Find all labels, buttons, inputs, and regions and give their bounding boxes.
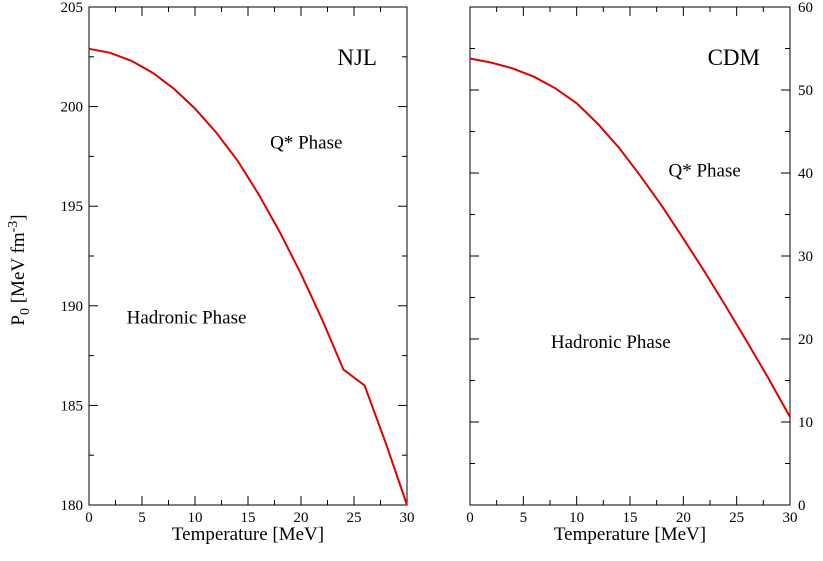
x-tick-label: 0 — [85, 510, 93, 526]
x-tick-label: 15 — [623, 510, 638, 526]
x-tick-label: 30 — [400, 510, 415, 526]
x-tick-label: 20 — [676, 510, 691, 526]
y-tick-label: 195 — [61, 199, 84, 215]
x-tick-label: 25 — [729, 510, 744, 526]
y-tick-label: 180 — [61, 498, 84, 514]
y-tick-label: 20 — [798, 332, 813, 348]
x-tick-label: 20 — [294, 510, 309, 526]
cdm-curve — [469, 57, 791, 418]
y-ticks: 0 10 20 30 40 50 60 — [470, 0, 813, 514]
y-tick-label: 50 — [798, 83, 813, 99]
y-tick-label: 0 — [798, 498, 806, 514]
x-tick-label: 10 — [188, 510, 203, 526]
x-ticks: 0 5 10 15 20 25 30 — [466, 7, 798, 526]
annotation-qstar-phase: Q* Phase — [669, 160, 741, 181]
x-tick-label: 5 — [138, 510, 146, 526]
panel-label-njl: NJL — [337, 45, 377, 70]
y-label-close: ] — [8, 214, 29, 220]
annotation-hadronic-phase: Hadronic Phase — [551, 332, 671, 353]
x-ticks: 0 5 10 15 20 25 30 — [85, 7, 415, 526]
y-tick-label: 30 — [798, 249, 813, 265]
x-tick-label: 25 — [347, 510, 362, 526]
y-tick-label: 200 — [61, 100, 84, 116]
y-tick-label: 10 — [798, 415, 813, 431]
y-axis-label: P0 [MeV fm-3] — [6, 214, 33, 325]
x-axis-label: Temperature [MeV] — [172, 524, 324, 545]
x-tick-label: 15 — [241, 510, 256, 526]
annotation-qstar-phase: Q* Phase — [270, 132, 342, 153]
y-label-unit: [MeV fm — [8, 232, 29, 308]
x-tick-label: 30 — [783, 510, 798, 526]
annotation-hadronic-phase: Hadronic Phase — [127, 308, 247, 329]
y-tick-label: 190 — [61, 299, 84, 315]
plot-frame — [88, 6, 408, 506]
njl-panel: 0 5 10 15 20 25 30 180 185 190 195 200 205 NJL Q* P… — [6, 0, 415, 545]
y-tick-label: 185 — [61, 398, 84, 414]
x-tick-label: 0 — [466, 510, 474, 526]
y-ticks: 180 185 190 195 200 205 — [61, 0, 407, 514]
y-label-subscript: 0 — [18, 308, 33, 315]
x-tick-label: 10 — [569, 510, 584, 526]
y-tick-label: 205 — [61, 0, 84, 16]
x-tick-label: 5 — [520, 510, 528, 526]
y-tick-label: 60 — [798, 0, 813, 16]
plot-frame — [469, 6, 791, 506]
x-axis-label: Temperature [MeV] — [554, 524, 706, 545]
y-label-symbol: P — [8, 315, 29, 326]
njl-curve — [88, 47, 408, 506]
y-tick-label: 40 — [798, 166, 813, 182]
y-label-exponent: -3 — [6, 221, 21, 233]
panel-label-cdm: CDM — [708, 45, 760, 70]
